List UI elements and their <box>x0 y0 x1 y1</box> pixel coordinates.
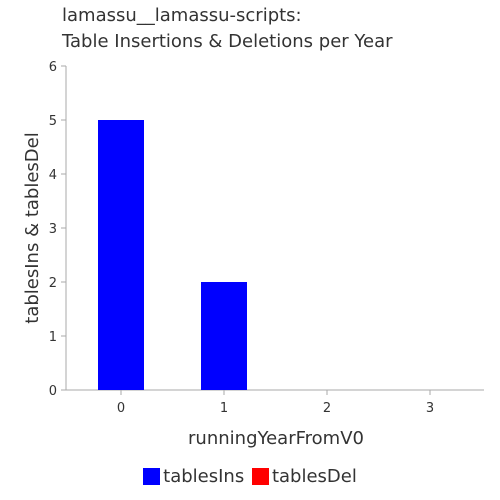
legend-label-tablesIns: tablesIns <box>163 466 245 487</box>
x-tick-label: 2 <box>323 401 331 416</box>
x-axis: 0 1 2 3 <box>66 389 484 416</box>
x-axis-label: runningYearFromV0 <box>188 428 364 449</box>
y-tick-label: 4 <box>49 168 57 183</box>
y-axis: 0 1 2 3 4 5 6 <box>49 60 67 399</box>
legend-label-tablesDel: tablesDel <box>271 466 357 487</box>
x-tick-label: 3 <box>426 401 434 416</box>
y-tick-label: 0 <box>49 384 57 399</box>
bars <box>98 120 247 390</box>
chart-title-line-2: Table Insertions & Deletions per Year <box>62 31 393 52</box>
y-tick-label: 5 <box>49 114 57 129</box>
chart-title-line-1: lamassu__lamassu-scripts: <box>62 5 302 26</box>
y-axis-label: tablesIns & tablesDel <box>22 132 43 323</box>
legend-swatch-tablesIns <box>143 468 161 485</box>
legend-item-tablesDel: tablesDel <box>251 466 357 487</box>
legend: tablesIns tablesDel <box>0 466 500 490</box>
bar-tablesIns-0 <box>98 120 144 390</box>
y-tick-label: 1 <box>49 330 57 345</box>
bar-tablesIns-1 <box>201 282 247 390</box>
legend-item-tablesIns: tablesIns <box>143 466 244 487</box>
y-tick-label: 3 <box>49 222 57 237</box>
y-tick-label: 6 <box>49 60 57 75</box>
legend-swatch-tablesDel <box>251 468 269 485</box>
x-tick-label: 0 <box>117 401 125 416</box>
x-tick-label: 1 <box>220 401 228 416</box>
y-tick-label: 2 <box>49 276 57 291</box>
